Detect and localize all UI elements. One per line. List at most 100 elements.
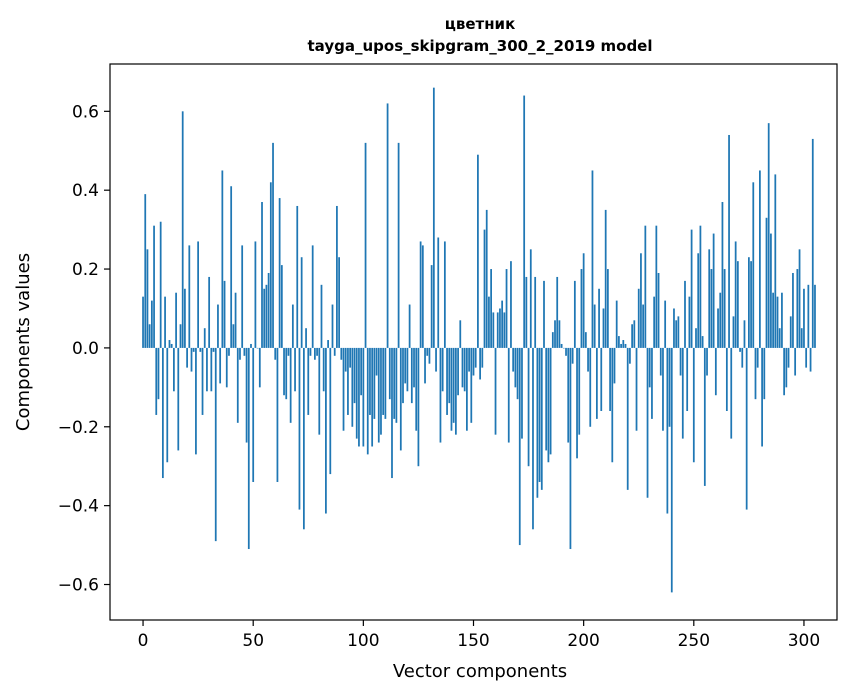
bar-9: [161, 347, 164, 479]
bar-261: [717, 308, 719, 348]
bar-84: [327, 340, 329, 348]
bar-77: [311, 245, 314, 348]
bar-264: [723, 269, 726, 348]
bar-247: [686, 347, 689, 411]
bar-101: [364, 142, 367, 348]
bar-108: [380, 347, 382, 435]
bar-125: [417, 347, 420, 467]
bar-197: [576, 347, 578, 459]
bar-169: [514, 347, 517, 388]
bar-114: [393, 347, 396, 419]
bar-198: [578, 347, 581, 435]
bar-232: [653, 296, 656, 348]
bar-165: [505, 269, 508, 348]
bar-248: [688, 296, 691, 348]
bar-237: [664, 300, 667, 348]
bar-241: [673, 308, 675, 348]
bar-155: [483, 229, 486, 348]
bar-161: [496, 312, 499, 348]
bar-86: [331, 304, 334, 348]
bar-49: [250, 343, 252, 348]
bar-61: [276, 347, 279, 482]
bars-group: [142, 87, 816, 593]
bar-213: [611, 347, 614, 463]
bar-112: [388, 347, 391, 400]
bar-291: [783, 347, 786, 396]
bar-1: [144, 194, 147, 348]
bar-92: [344, 347, 347, 372]
bar-146: [463, 347, 466, 392]
bar-60: [274, 347, 277, 360]
bar-131: [430, 265, 433, 348]
bar-10: [164, 296, 166, 348]
bar-13: [170, 343, 173, 348]
bar-2: [146, 249, 149, 348]
bar-87: [333, 347, 336, 356]
plot-area-frame: [109, 63, 838, 621]
bar-233: [655, 225, 658, 348]
bar-158: [490, 269, 492, 348]
bar-132: [432, 87, 435, 348]
bar-189: [558, 320, 561, 348]
bar-97: [355, 347, 358, 439]
bar-305: [814, 284, 816, 348]
bar-154: [481, 347, 484, 368]
x-tick-label: 0: [138, 631, 149, 651]
bar-4: [150, 300, 153, 348]
bar-51: [254, 241, 257, 348]
x-axis-label: Vector components: [393, 661, 567, 682]
bar-252: [697, 253, 700, 348]
bar-120: [406, 347, 409, 392]
y-tick-label: 0.2: [72, 260, 99, 280]
bar-115: [395, 347, 398, 423]
bar-230: [648, 347, 651, 388]
bar-27: [201, 347, 204, 415]
bar-129: [426, 347, 429, 356]
bar-143: [457, 347, 459, 396]
bar-239: [668, 347, 671, 427]
bar-73: [302, 347, 305, 530]
bar-85: [329, 347, 332, 475]
bar-160: [494, 347, 497, 435]
bar-81: [320, 284, 323, 348]
bar-211: [607, 269, 609, 348]
bar-177: [532, 347, 534, 530]
x-tick-label: 150: [457, 631, 489, 651]
bar-171: [518, 347, 521, 546]
bar-128: [424, 347, 426, 384]
bar-21: [188, 245, 191, 348]
bar-216: [618, 336, 620, 348]
bar-24: [195, 347, 197, 455]
bar-122: [410, 347, 413, 404]
bar-16: [177, 347, 180, 451]
bar-53: [258, 347, 261, 388]
bar-274: [745, 347, 748, 510]
bar-218: [622, 340, 625, 348]
bar-135: [439, 347, 442, 443]
bar-234: [657, 272, 660, 348]
bar-137: [443, 241, 446, 348]
bar-95: [351, 347, 354, 427]
bar-67: [289, 347, 292, 423]
bar-174: [525, 276, 528, 348]
bar-48: [247, 347, 250, 550]
bar-89: [338, 257, 340, 348]
bar-303: [809, 347, 812, 372]
bar-121: [408, 304, 411, 348]
bar-202: [587, 347, 589, 372]
bar-17: [179, 324, 182, 348]
bar-220: [626, 347, 629, 490]
bar-254: [701, 336, 704, 348]
bar-58: [269, 182, 272, 348]
bar-166: [507, 347, 510, 443]
bar-151: [474, 347, 477, 368]
bar-214: [613, 347, 616, 384]
bar-140: [450, 347, 453, 431]
bar-150: [472, 347, 475, 376]
bar-54: [261, 202, 263, 348]
bar-294: [789, 316, 792, 348]
y-tick-label: −0.4: [58, 497, 99, 517]
bar-80: [318, 347, 321, 435]
bar-152: [477, 154, 479, 348]
bar-285: [770, 233, 772, 348]
